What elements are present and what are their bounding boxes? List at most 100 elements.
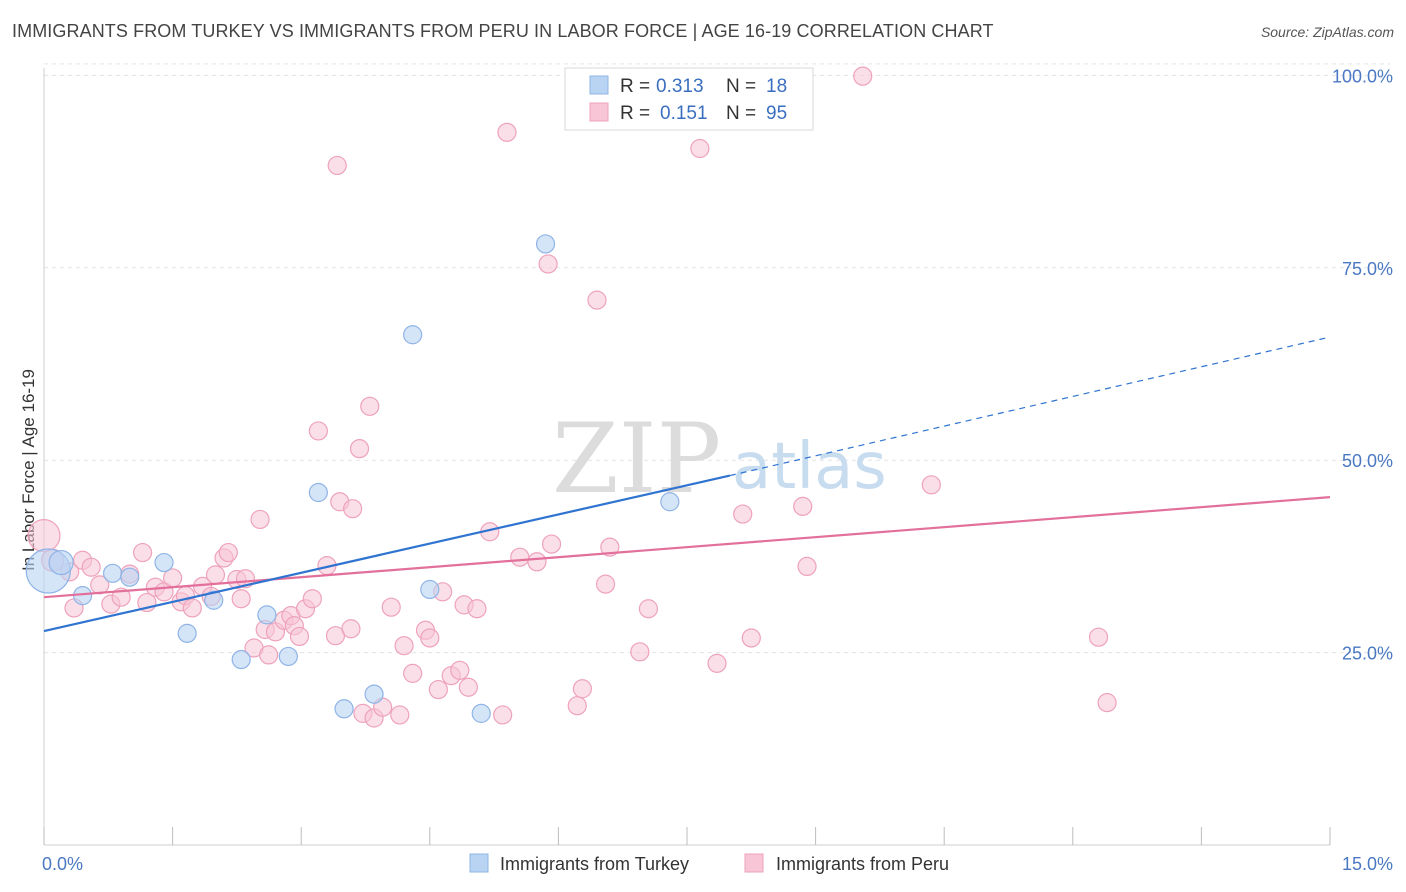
peru-point <box>394 636 414 656</box>
peru-point <box>81 557 101 577</box>
peru-point <box>741 628 761 648</box>
peru-point <box>1097 693 1117 713</box>
peru-point <box>733 504 753 524</box>
peru-point <box>510 547 530 567</box>
peru-point <box>428 679 448 700</box>
peru-point <box>390 705 410 725</box>
x-tick-label-min: 0.0% <box>42 854 83 874</box>
peru-point <box>218 542 238 563</box>
peru-point <box>572 679 593 699</box>
turkey-point <box>257 605 277 625</box>
peru-point <box>343 499 363 519</box>
turkey-n-label: N = <box>726 76 756 97</box>
turkey-point <box>48 549 74 576</box>
peru-series-label: Immigrants from Peru <box>776 854 949 874</box>
turkey-point <box>420 579 440 600</box>
peru-legend-swatch <box>589 102 609 122</box>
peru-r-value: 0.151 <box>660 103 708 124</box>
peru-point <box>527 552 547 572</box>
chart-title: IMMIGRANTS FROM TURKEY VS IMMIGRANTS FRO… <box>12 21 994 41</box>
peru-point <box>250 509 270 530</box>
series-legend: Immigrants from Turkey Immigrants from P… <box>469 853 949 874</box>
peru-point <box>349 439 370 459</box>
tick-labels: 25.0% 50.0% 75.0% 100.0% 0.0% 15.0% <box>42 66 1393 874</box>
turkey-point <box>308 482 328 503</box>
peru-point <box>403 663 423 683</box>
peru-point <box>450 660 470 680</box>
peru-point <box>493 705 513 725</box>
peru-point <box>381 597 401 617</box>
watermark-zip: ZIP <box>552 403 721 515</box>
turkey-point <box>403 325 423 345</box>
stats-legend: R = 0.313 N = 18 R = 0.151 N = 95 <box>564 67 814 131</box>
peru-point <box>797 556 817 577</box>
peru-r-label: R = <box>620 103 650 124</box>
turkey-point <box>204 590 224 610</box>
peru-point <box>567 696 587 716</box>
peru-point <box>205 565 226 585</box>
y-tick-label: 25.0% <box>1342 644 1393 664</box>
peru-point <box>638 599 659 619</box>
peru-point <box>853 66 873 86</box>
axes <box>43 68 1331 846</box>
peru-point <box>595 574 616 594</box>
turkey-trend-extension <box>729 336 1331 477</box>
watermark: ZIP atlas <box>552 403 887 515</box>
peru-point <box>132 542 153 563</box>
turkey-series-swatch <box>469 853 489 873</box>
turkey-point <box>278 646 298 667</box>
peru-point <box>289 626 310 647</box>
peru-point <box>231 589 251 609</box>
turkey-point <box>154 552 174 573</box>
turkey-trend-line <box>43 474 731 633</box>
peru-point <box>182 598 202 618</box>
peru-point <box>458 677 478 697</box>
turkey-point <box>660 492 680 512</box>
peru-point <box>235 569 256 589</box>
peru-point <box>541 534 562 554</box>
peru-point <box>341 619 361 639</box>
x-tick-label-max: 15.0% <box>1342 854 1393 874</box>
peru-point <box>259 645 279 665</box>
peru-point <box>630 642 650 662</box>
peru-n-label: N = <box>726 103 756 124</box>
turkey-point <box>231 649 251 670</box>
peru-point <box>327 155 347 176</box>
peru-point <box>1088 627 1109 647</box>
turkey-n-value: 18 <box>766 76 787 97</box>
turkey-series-label: Immigrants from Turkey <box>500 854 689 874</box>
turkey-point <box>364 684 384 704</box>
peru-point <box>921 475 941 495</box>
peru-point <box>690 138 710 159</box>
turkey-r-value: 0.313 <box>656 76 704 97</box>
watermark-atlas: atlas <box>732 430 887 504</box>
peru-point <box>420 628 440 648</box>
peru-n-value: 95 <box>766 103 787 124</box>
turkey-point <box>102 563 123 583</box>
peru-series-swatch <box>744 853 764 873</box>
turkey-point <box>120 567 140 587</box>
y-axis-label: In Labor Force | Age 16-19 <box>19 369 38 571</box>
peru-point <box>308 421 328 441</box>
turkey-points <box>25 234 680 723</box>
y-tick-label: 50.0% <box>1342 451 1393 471</box>
turkey-point <box>177 623 197 643</box>
peru-point <box>587 290 607 310</box>
peru-point <box>360 396 380 416</box>
turkey-point <box>471 703 491 723</box>
y-tick-label: 75.0% <box>1342 259 1393 279</box>
peru-point <box>111 587 131 607</box>
source-label: Source: ZipAtlas.com <box>1260 24 1394 40</box>
turkey-point <box>535 234 556 254</box>
y-tick-label: 100.0% <box>1332 66 1393 86</box>
gridlines <box>44 63 1390 654</box>
turkey-legend-swatch <box>589 75 609 95</box>
peru-point <box>600 537 620 557</box>
turkey-r-label: R = <box>620 76 650 97</box>
peru-trend-line <box>43 496 1331 599</box>
peru-point <box>707 653 727 673</box>
peru-point <box>793 496 813 516</box>
peru-point <box>27 519 61 553</box>
peru-point <box>467 599 487 619</box>
